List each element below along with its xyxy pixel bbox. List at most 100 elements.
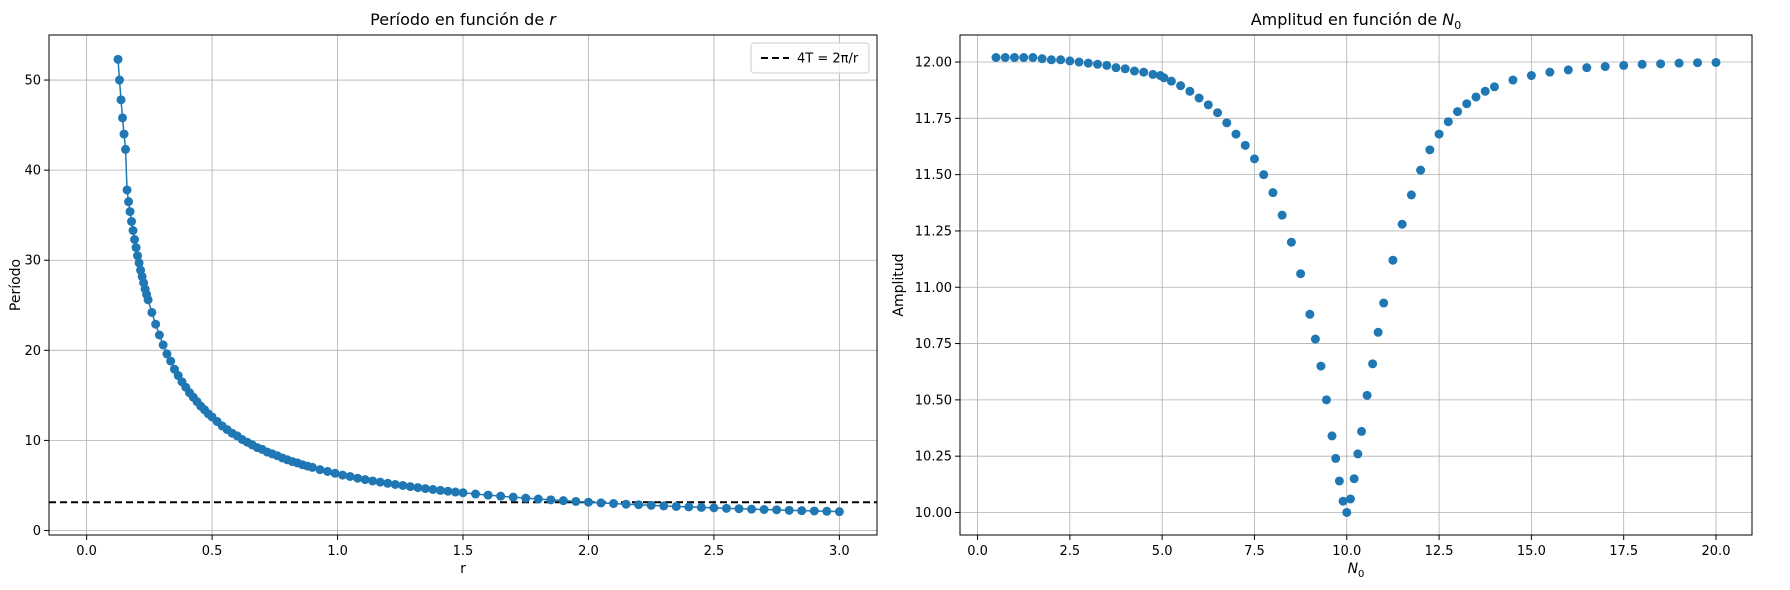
period-y-tick-label: 0 (33, 524, 41, 539)
amplitude-data-point (1316, 361, 1326, 371)
period-data-point (533, 494, 543, 504)
amplitude-data-point (1259, 170, 1269, 180)
amplitude-data-point (1065, 56, 1075, 66)
period-data-point (747, 504, 757, 514)
amplitude-data-point (1434, 129, 1444, 139)
amplitude-data-point (1074, 57, 1084, 67)
amplitude-y-tick-label: 11.75 (915, 112, 952, 127)
amplitude-data-point (1249, 154, 1259, 164)
amplitude-data-point (1388, 255, 1398, 265)
amplitude-data-point (1406, 190, 1416, 200)
amplitude-data-point (1185, 86, 1195, 96)
period-y-tick-label: 20 (24, 344, 41, 359)
period-data-point (116, 95, 126, 105)
amplitude-data-point (991, 53, 1001, 63)
period-data-point (646, 500, 656, 510)
amplitude-data-point (1159, 73, 1169, 83)
period-chart-y-ticks: 0 10 20 30 40 50 (24, 74, 49, 539)
amplitude-data-point (1416, 165, 1426, 175)
amplitude-data-point (1425, 145, 1435, 155)
amplitude-data-point (1462, 99, 1472, 109)
period-chart-x-label: r (460, 561, 466, 577)
period-data-point (360, 475, 370, 485)
period-data-point (405, 482, 415, 492)
amplitude-chart-title-subscript: 0 (1454, 19, 1461, 32)
amplitude-data-point (1637, 59, 1647, 69)
period-x-tick-label: 2.5 (704, 544, 725, 559)
amplitude-data-point (1489, 82, 1499, 92)
amplitude-chart-y-ticks: 10.00 10.25 10.50 10.75 11.00 11.25 11.50 11.75… (915, 56, 960, 521)
amplitude-data-point (1037, 54, 1047, 64)
amplitude-data-point (1139, 67, 1149, 77)
period-data-point (315, 465, 325, 475)
period-data-point (684, 502, 694, 512)
period-data-point (413, 483, 423, 493)
period-data-point (583, 497, 593, 507)
period-data-point (127, 216, 137, 226)
period-data-point (428, 485, 438, 494)
amplitude-data-point (1310, 334, 1320, 344)
period-data-point (420, 484, 430, 494)
period-data-point (508, 492, 518, 502)
period-data-point (118, 113, 128, 123)
period-data-point (121, 144, 131, 154)
amplitude-x-tick-label: 15.0 (1517, 544, 1546, 559)
amplitude-x-tick-label: 7.5 (1244, 544, 1265, 559)
period-data-point (609, 499, 619, 509)
amplitude-data-point (1009, 53, 1019, 63)
legend-box (750, 42, 870, 74)
period-data-point (330, 468, 340, 478)
amplitude-data-point (1362, 390, 1372, 400)
amplitude-data-point (1711, 57, 1721, 67)
period-data-point (133, 251, 143, 261)
amplitude-y-tick-label: 10.00 (915, 506, 952, 521)
amplitude-data-point (1194, 93, 1204, 103)
period-data-point (571, 496, 581, 506)
period-data-point (659, 501, 669, 511)
period-chart-legend: 4T = 2π/r (750, 42, 870, 74)
period-data-point (345, 471, 355, 481)
period-data-point (122, 185, 132, 195)
amplitude-data-point (1148, 69, 1158, 79)
period-data-point (119, 129, 129, 139)
period-data-point (772, 505, 782, 515)
period-data-point (375, 477, 385, 487)
period-x-tick-label: 1.5 (453, 544, 474, 559)
amplitude-data-point (1286, 237, 1296, 247)
period-data-point (323, 466, 333, 476)
amplitude-chart: 0.0 2.5 5.0 7.5 10.0 12.5 15.0 17.5 20.0 10.0010… (891, 10, 1753, 580)
amplitude-chart-x-label-main: N (1348, 561, 1359, 577)
amplitude-data-point (1213, 108, 1223, 118)
period-chart-grid (49, 35, 877, 535)
amplitude-x-tick-label: 12.5 (1425, 544, 1454, 559)
period-chart-title-math: r (549, 10, 557, 29)
period-data-point (435, 485, 445, 495)
period-chart-x-ticks: 0.0 0.5 1.0 1.5 2.0 2.5 3.0 (76, 535, 850, 559)
amplitude-y-tick-label: 10.25 (915, 450, 952, 465)
amplitude-chart-title-text: Amplitud en función de (1251, 10, 1443, 29)
amplitude-data-point (1166, 76, 1176, 86)
amplitude-data-point (1379, 298, 1389, 308)
amplitude-data-point (1028, 53, 1038, 63)
amplitude-chart-grid (960, 35, 1752, 535)
period-data-point (128, 226, 138, 235)
amplitude-data-point (1563, 65, 1573, 75)
amplitude-y-tick-label: 12.00 (915, 56, 952, 71)
period-data-point (113, 54, 123, 64)
amplitude-y-tick-label: 11.25 (915, 224, 952, 239)
period-y-tick-label: 10 (24, 434, 41, 449)
period-data-point (383, 478, 393, 488)
amplitude-data-point (1000, 53, 1010, 63)
amplitude-data-point (1373, 327, 1383, 337)
amplitude-data-point (1305, 309, 1315, 319)
period-data-point (671, 501, 681, 511)
amplitude-data-point (1203, 100, 1213, 110)
period-x-tick-label: 2.0 (578, 544, 599, 559)
period-data-point (124, 197, 134, 207)
amplitude-data-point (1453, 107, 1463, 117)
amplitude-data-point (1321, 395, 1331, 405)
period-data-point (634, 500, 644, 510)
amplitude-data-point (1296, 269, 1306, 279)
